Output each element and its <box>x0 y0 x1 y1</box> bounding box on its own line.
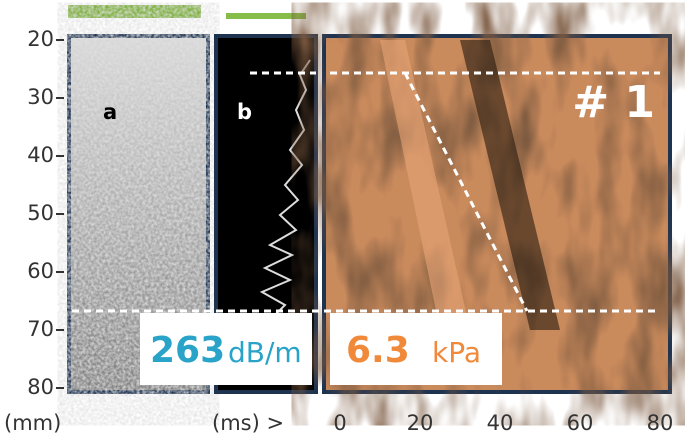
green-bar <box>226 13 306 19</box>
x-tick-label: 40 <box>487 411 514 435</box>
y-tick-label: 40 <box>27 143 54 167</box>
y-tick-label: 70 <box>27 317 54 341</box>
stiffness-unit: kPa <box>432 336 481 369</box>
stiffness-value: 6.3 <box>346 330 410 371</box>
green-bar <box>68 5 201 18</box>
shear-wave <box>380 40 470 330</box>
cap-value: 263 <box>150 330 225 371</box>
y-tick-label: 60 <box>27 259 54 283</box>
x-tick-label: 0 <box>333 411 346 435</box>
a-mode-trace <box>259 59 311 351</box>
panel-label: b <box>237 100 252 124</box>
x-tick-label: 20 <box>407 411 434 435</box>
x-tick-label: 60 <box>567 411 594 435</box>
slope-line <box>403 72 529 312</box>
panel-label: a <box>103 100 117 124</box>
x-tick-label: 80 <box>647 411 674 435</box>
stiffness-box <box>330 313 502 385</box>
y-tick-label: 80 <box>27 375 54 399</box>
y-tick-label: 20 <box>27 27 54 51</box>
shear-wave <box>460 40 560 330</box>
y-tick-label: 30 <box>27 85 54 109</box>
y-unit: (mm) <box>4 411 61 435</box>
cap-box <box>140 313 312 385</box>
exam-label: # 1 <box>572 77 655 128</box>
cap-unit: dB/m <box>228 336 302 369</box>
y-tick-label: 50 <box>27 201 54 225</box>
x-unit: (ms) > <box>212 411 284 435</box>
